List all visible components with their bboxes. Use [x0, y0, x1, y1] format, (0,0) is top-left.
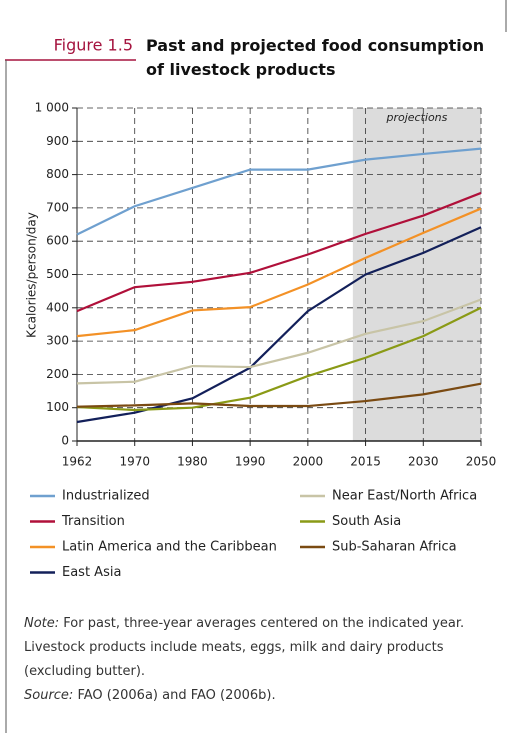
series-line: [76, 207, 482, 338]
series-line: [76, 382, 482, 408]
figure-label: Figure 1.5: [54, 36, 133, 55]
x-tick-label: 2030: [408, 455, 439, 469]
y-tick-label: 400: [46, 300, 69, 314]
x-tick-label: 1962: [62, 455, 93, 469]
y-tick-label: 500: [46, 267, 69, 281]
legend-label: Near East/North Africa: [332, 489, 477, 504]
title-line: of livestock products: [146, 60, 335, 79]
note-label: Note:: [24, 616, 60, 631]
legend-label: Sub-Saharan Africa: [332, 540, 457, 555]
source: Source: FAO (2006a) and FAO (2006b).: [24, 684, 489, 708]
y-tick-label: 100: [46, 400, 69, 414]
y-tick-label: 0: [61, 434, 69, 448]
x-tick-label: 2050: [466, 455, 497, 469]
title-line: Past and projected food consumption: [146, 36, 484, 55]
x-tick-label: 1990: [235, 455, 266, 469]
y-tick-label: 200: [46, 367, 69, 381]
y-tick-label: 300: [46, 334, 69, 348]
notes: Note: For past, three-year averages cent…: [24, 612, 489, 708]
x-tick-label: 1970: [119, 455, 150, 469]
y-tick-label: 1 000: [35, 101, 69, 115]
note: Note: For past, three-year averages cent…: [24, 612, 489, 684]
series-line: [76, 147, 482, 236]
legend-label: East Asia: [62, 565, 121, 580]
y-tick-label: 600: [46, 234, 69, 248]
chart-title: Past and projected food consumption of li…: [146, 36, 484, 79]
series-line: [76, 306, 482, 412]
x-tick-label: 2000: [293, 455, 324, 469]
legend-label: South Asia: [332, 514, 401, 529]
source-label: Source:: [24, 688, 74, 703]
annotation: projections: [385, 111, 447, 124]
source-text: FAO (2006a) and FAO (2006b).: [77, 688, 276, 703]
y-axis-label: Kcalories/person/day: [25, 212, 39, 338]
legend-label: Industrialized: [62, 489, 150, 504]
y-tick-label: 700: [46, 200, 69, 214]
x-tick-label: 2015: [350, 455, 381, 469]
series-line: [76, 191, 482, 313]
series-line: [76, 298, 482, 385]
note-text: For past, three-year averages centered o…: [24, 616, 465, 679]
legend-label: Latin America and the Caribbean: [62, 540, 277, 555]
legend-label: Transition: [61, 514, 125, 529]
y-tick-label: 800: [46, 167, 69, 181]
x-tick-label: 1980: [177, 455, 208, 469]
y-tick-label: 900: [46, 134, 69, 148]
